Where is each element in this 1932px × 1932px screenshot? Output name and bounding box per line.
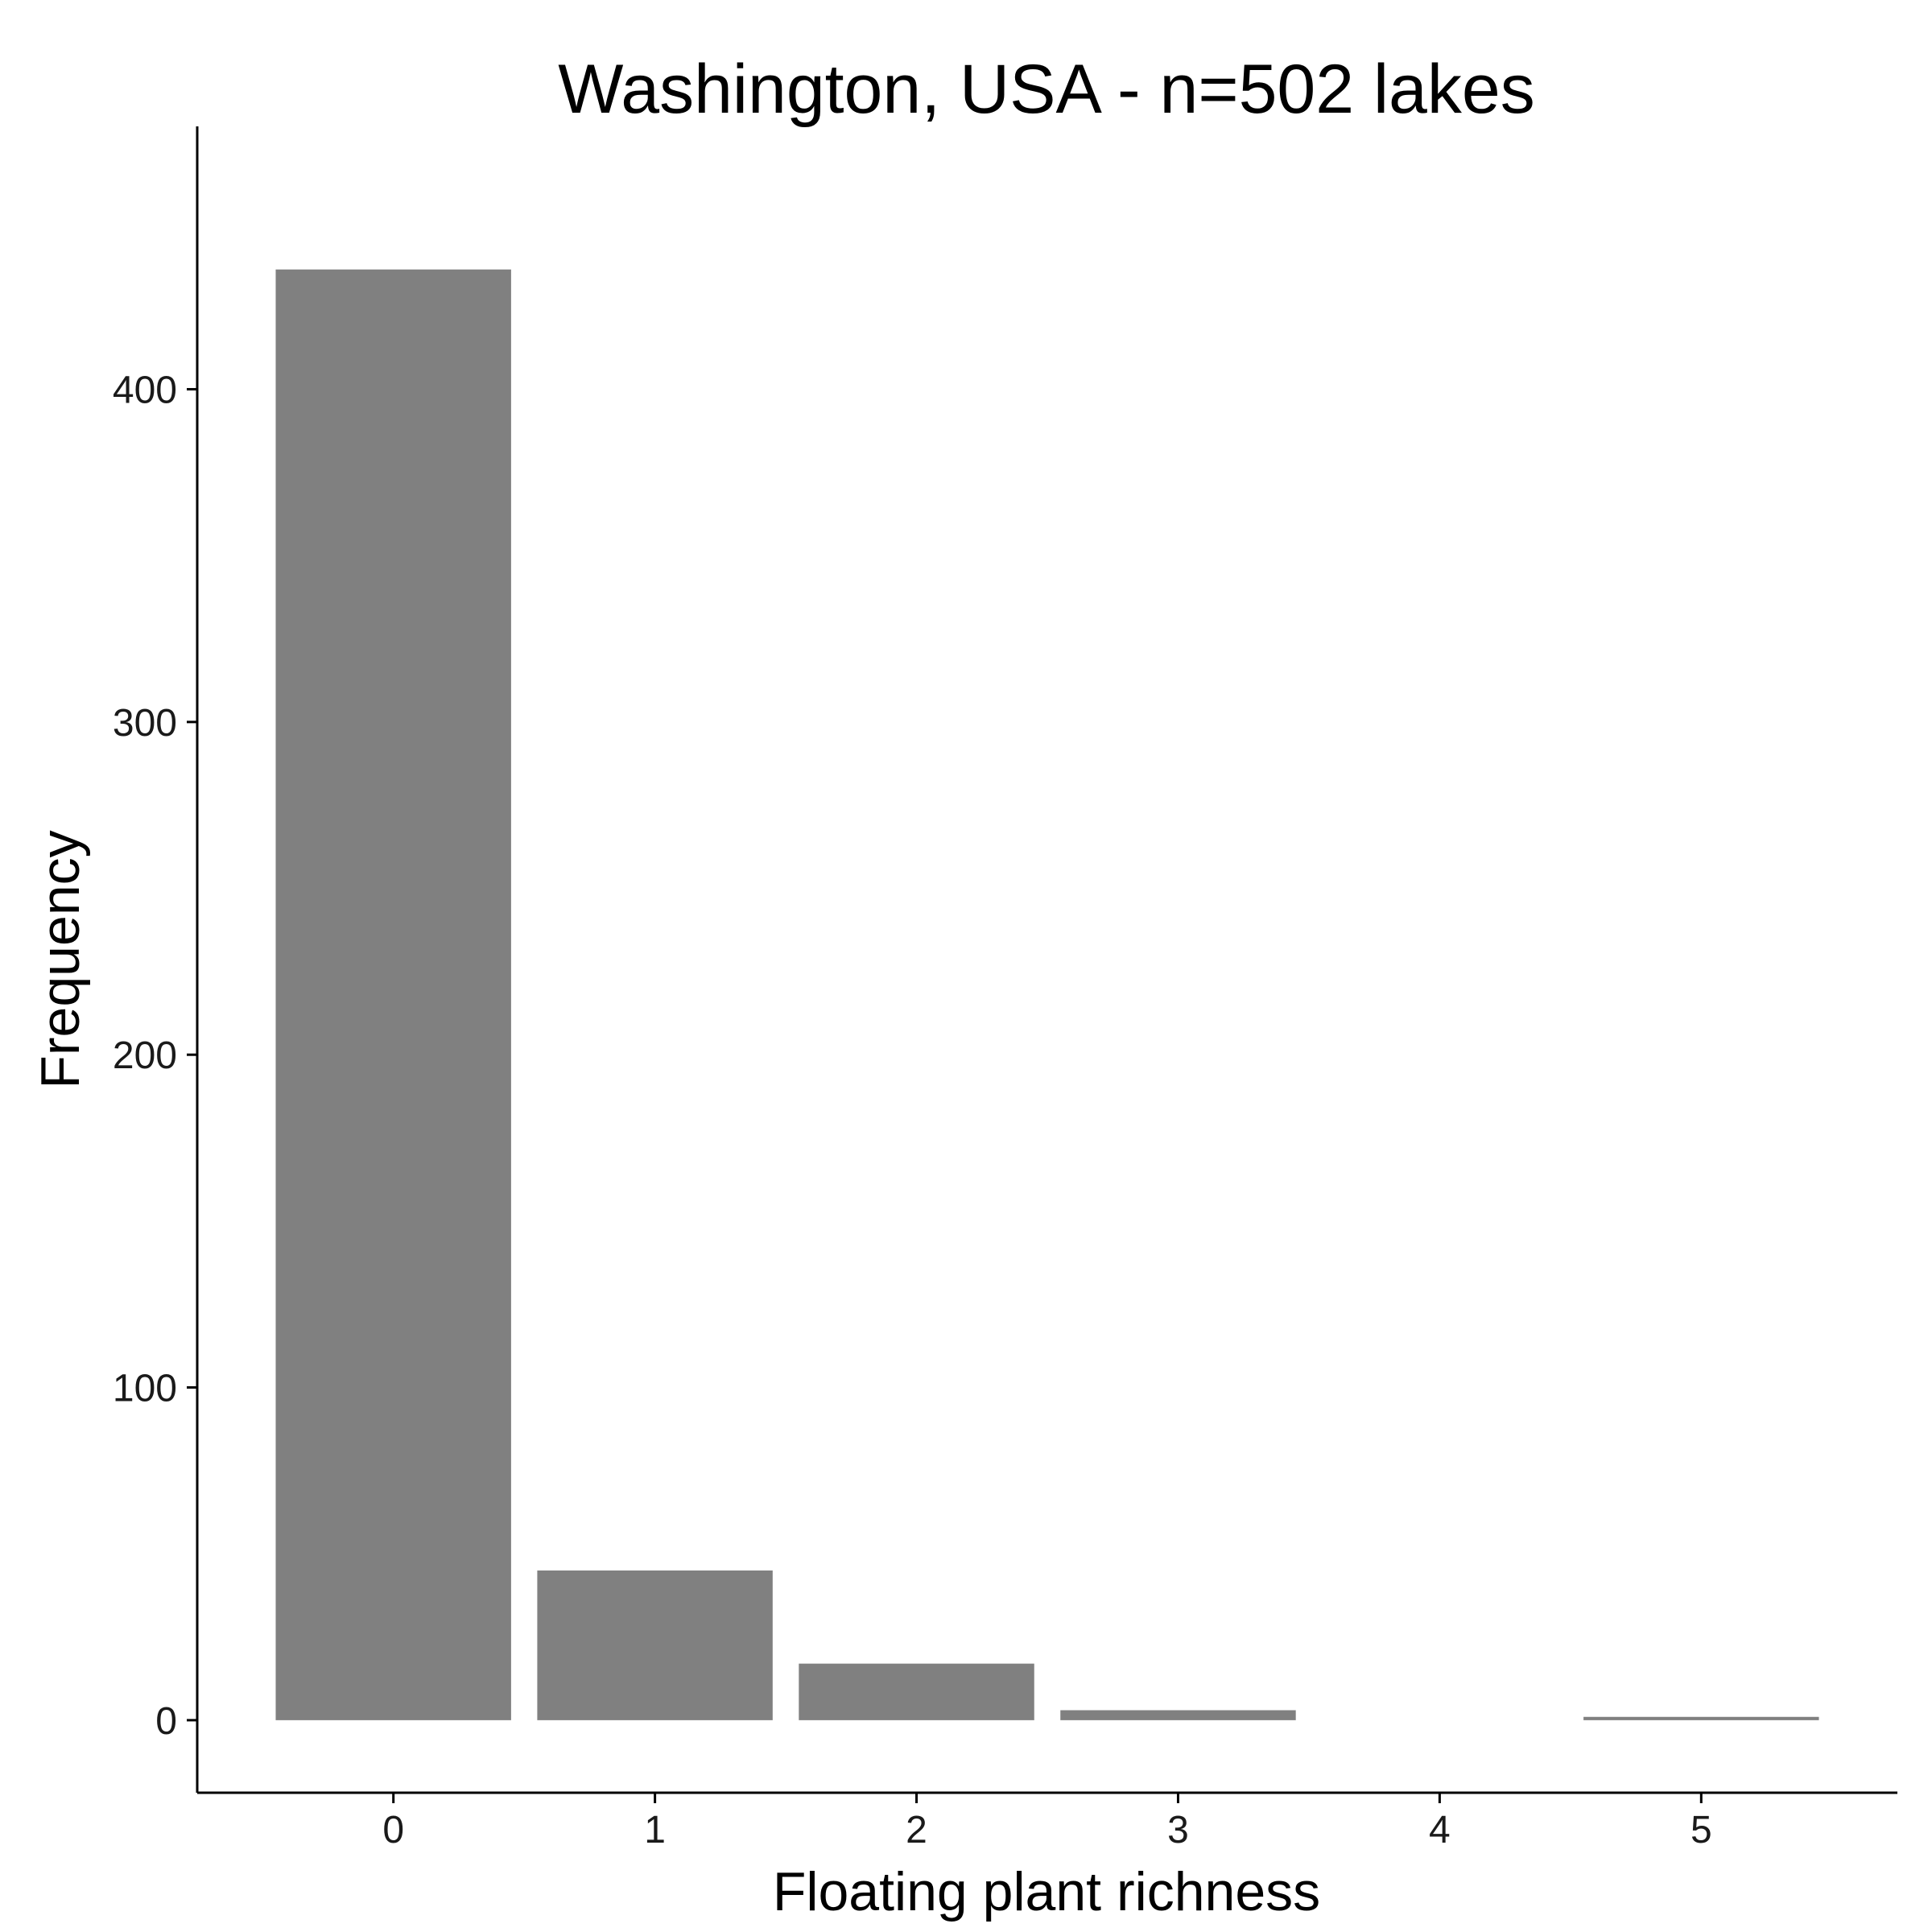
- x-axis-label: Floating plant richness: [773, 1861, 1320, 1922]
- bars-group: [275, 269, 1819, 1720]
- x-tick-label-4: 4: [1429, 1809, 1451, 1852]
- x-axis-ticks: 0 1 2 3 4 5: [382, 1793, 1712, 1852]
- x-tick-label-0: 0: [382, 1809, 404, 1852]
- x-tick-label-5: 5: [1690, 1809, 1712, 1852]
- bar-0: [275, 269, 511, 1720]
- x-tick-label-3: 3: [1167, 1809, 1189, 1852]
- y-axis-ticks: 0 100 200 300 400: [113, 369, 197, 1743]
- chart-title: Washington, USA - n=502 lakes: [558, 51, 1534, 128]
- y-axis-label: Frequency: [30, 830, 91, 1088]
- x-tick-label-1: 1: [644, 1809, 666, 1852]
- x-tick-label-2: 2: [906, 1809, 927, 1852]
- y-tick-label-300: 300: [113, 702, 177, 745]
- y-tick-label-0: 0: [155, 1700, 177, 1743]
- bar-3: [1060, 1710, 1296, 1720]
- bar-1: [537, 1570, 773, 1720]
- y-tick-label-200: 200: [113, 1034, 177, 1077]
- y-tick-label-100: 100: [113, 1368, 177, 1410]
- bar-2: [799, 1663, 1034, 1720]
- bar-5: [1583, 1716, 1819, 1720]
- y-tick-label-400: 400: [113, 369, 177, 412]
